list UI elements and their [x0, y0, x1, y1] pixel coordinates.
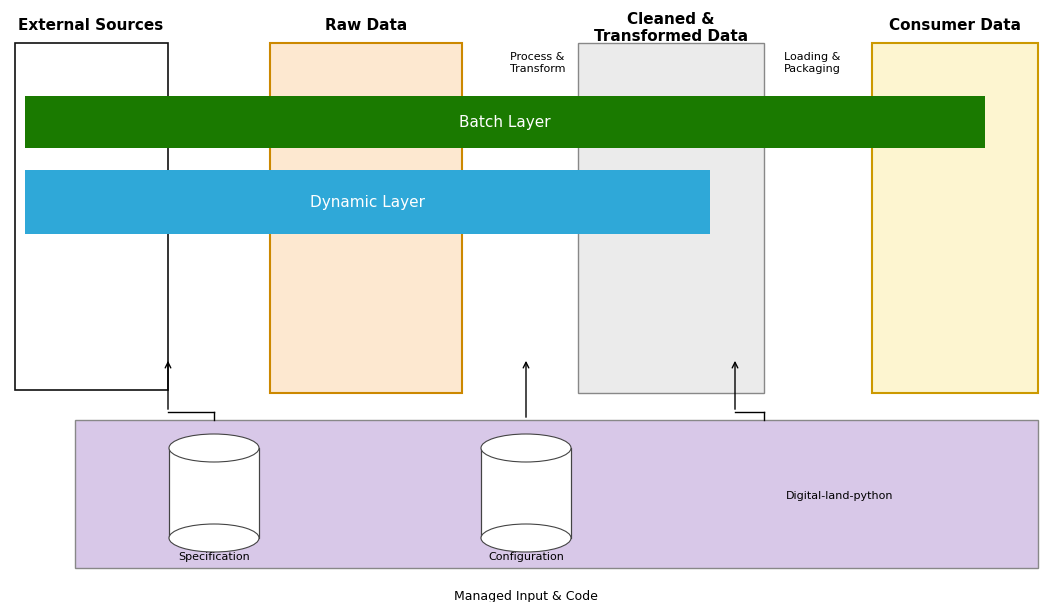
Bar: [169, 448, 259, 538]
Text: Dynamic Layer: Dynamic Layer: [310, 194, 425, 209]
Ellipse shape: [481, 434, 571, 462]
Text: Consumer Data: Consumer Data: [889, 18, 1021, 33]
Text: Managed Input & Code: Managed Input & Code: [454, 590, 598, 602]
Ellipse shape: [481, 524, 571, 552]
Bar: [481, 448, 571, 538]
Bar: [578, 43, 764, 393]
Text: Cleaned &
Transformed Data: Cleaned & Transformed Data: [594, 12, 748, 45]
Text: Process &
Transform: Process & Transform: [510, 52, 565, 73]
Text: External Sources: External Sources: [18, 18, 164, 33]
Bar: [15, 43, 168, 390]
Bar: [872, 43, 1038, 393]
Bar: [270, 43, 462, 393]
Bar: [25, 96, 985, 148]
Bar: [75, 420, 1038, 568]
Text: Specification: Specification: [178, 552, 250, 562]
Text: Configuration: Configuration: [488, 552, 564, 562]
Text: Batch Layer: Batch Layer: [459, 114, 551, 129]
Text: Raw Data: Raw Data: [325, 18, 407, 33]
Text: Digital-land-python: Digital-land-python: [786, 491, 893, 501]
Ellipse shape: [169, 524, 259, 552]
Bar: [25, 170, 710, 234]
Ellipse shape: [169, 434, 259, 462]
Text: Loading &
Packaging: Loading & Packaging: [784, 52, 841, 73]
